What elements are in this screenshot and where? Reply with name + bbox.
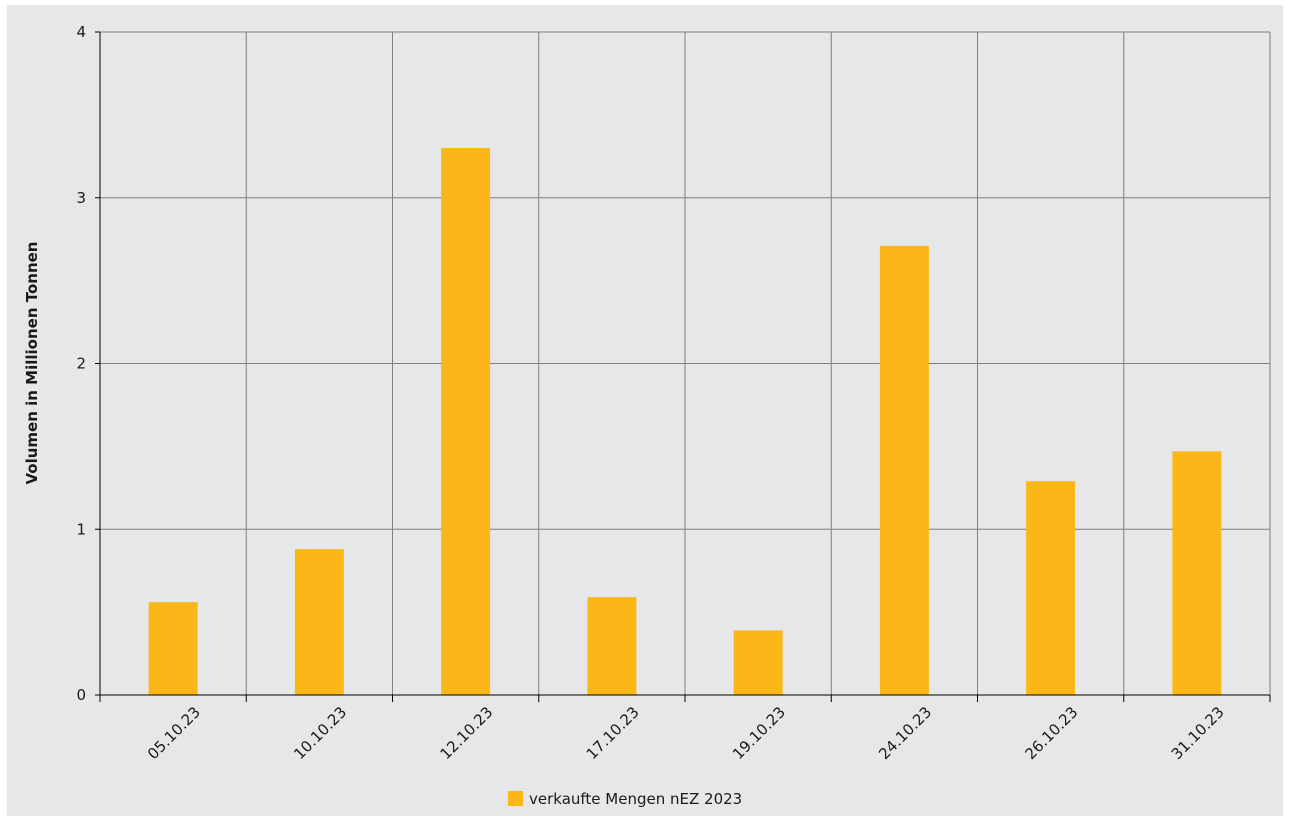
legend-swatch <box>508 791 523 806</box>
x-tick-label: 17.10.23 <box>583 703 643 763</box>
x-tick-label: 31.10.23 <box>1168 703 1228 763</box>
x-tick-label: 24.10.23 <box>875 703 935 763</box>
x-tick-label: 19.10.23 <box>729 703 789 763</box>
bar <box>294 549 344 695</box>
axes <box>95 31 1271 702</box>
y-tick-label: 4 <box>76 23 86 41</box>
y-axis-title: Volumen in Millionen Tonnen <box>23 242 41 485</box>
y-tick-labels: 0 1 2 3 4 <box>76 23 86 704</box>
y-tick-label: 3 <box>76 189 86 207</box>
bar <box>441 148 491 695</box>
grid <box>100 31 1271 695</box>
x-tick-label: 26.10.23 <box>1021 703 1081 763</box>
legend-label: verkaufte Mengen nEZ 2023 <box>529 790 742 808</box>
bar <box>879 245 929 695</box>
bar <box>1026 481 1076 695</box>
legend: verkaufte Mengen nEZ 2023 <box>508 790 742 808</box>
chart-panel: 0 1 2 3 4 05.10.23 10.10.23 12.10.23 17.10.23 19… <box>7 5 1283 816</box>
bar <box>148 602 198 695</box>
bar <box>587 597 637 695</box>
y-tick-label: 1 <box>76 520 86 538</box>
x-tick-label: 10.10.23 <box>290 703 350 763</box>
bar-chart: 0 1 2 3 4 05.10.23 10.10.23 12.10.23 17.10.23 19… <box>23 23 1271 808</box>
x-tick-label: 12.10.23 <box>436 703 496 763</box>
bar <box>733 630 783 695</box>
x-tick-labels: 05.10.23 10.10.23 12.10.23 17.10.23 19.10.23… <box>144 703 1228 763</box>
y-tick-label: 2 <box>76 355 86 373</box>
x-tick-label: 05.10.23 <box>144 703 204 763</box>
bar <box>1172 451 1222 695</box>
bars <box>148 148 1222 695</box>
y-tick-label: 0 <box>76 686 86 704</box>
